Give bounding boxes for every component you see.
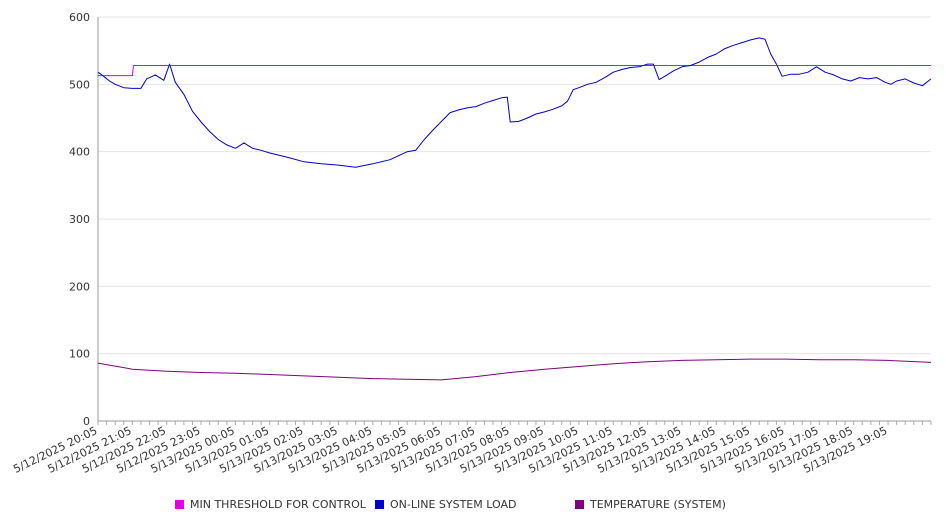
y-tick-label: 100 bbox=[69, 348, 90, 361]
y-axis: 0 100 200 300 400 500 600 bbox=[69, 11, 99, 428]
legend-swatch-system-load bbox=[375, 500, 384, 509]
y-tick-label: 200 bbox=[69, 280, 90, 293]
series-lines bbox=[97, 37, 932, 381]
x-axis: 5/12/2025 20:055/12/2025 21:055/12/2025 … bbox=[11, 420, 932, 476]
series-line-1 bbox=[97, 37, 932, 168]
legend-item-temperature[interactable]: TEMPERATURE (SYSTEM) bbox=[575, 498, 726, 511]
legend-label-temperature: TEMPERATURE (SYSTEM) bbox=[590, 498, 726, 511]
legend-item-min-threshold[interactable]: MIN THRESHOLD FOR CONTROL bbox=[175, 498, 366, 511]
y-tick-label: 400 bbox=[69, 146, 90, 159]
series-line-0 bbox=[98, 65, 931, 77]
legend: MIN THRESHOLD FOR CONTROL ON-LINE SYSTEM… bbox=[0, 498, 946, 514]
y-tick-label: 0 bbox=[83, 415, 90, 428]
legend-swatch-min-threshold bbox=[175, 500, 184, 509]
legend-label-system-load: ON-LINE SYSTEM LOAD bbox=[390, 498, 517, 511]
legend-item-system-load[interactable]: ON-LINE SYSTEM LOAD bbox=[375, 498, 516, 511]
y-tick-label: 300 bbox=[69, 213, 90, 226]
series-line-2 bbox=[97, 358, 932, 381]
grid-lines bbox=[98, 16, 931, 355]
legend-swatch-temperature bbox=[575, 500, 584, 509]
y-tick-label: 500 bbox=[69, 78, 90, 91]
y-tick-label: 600 bbox=[69, 11, 90, 24]
legend-label-min-threshold: MIN THRESHOLD FOR CONTROL bbox=[190, 498, 366, 511]
